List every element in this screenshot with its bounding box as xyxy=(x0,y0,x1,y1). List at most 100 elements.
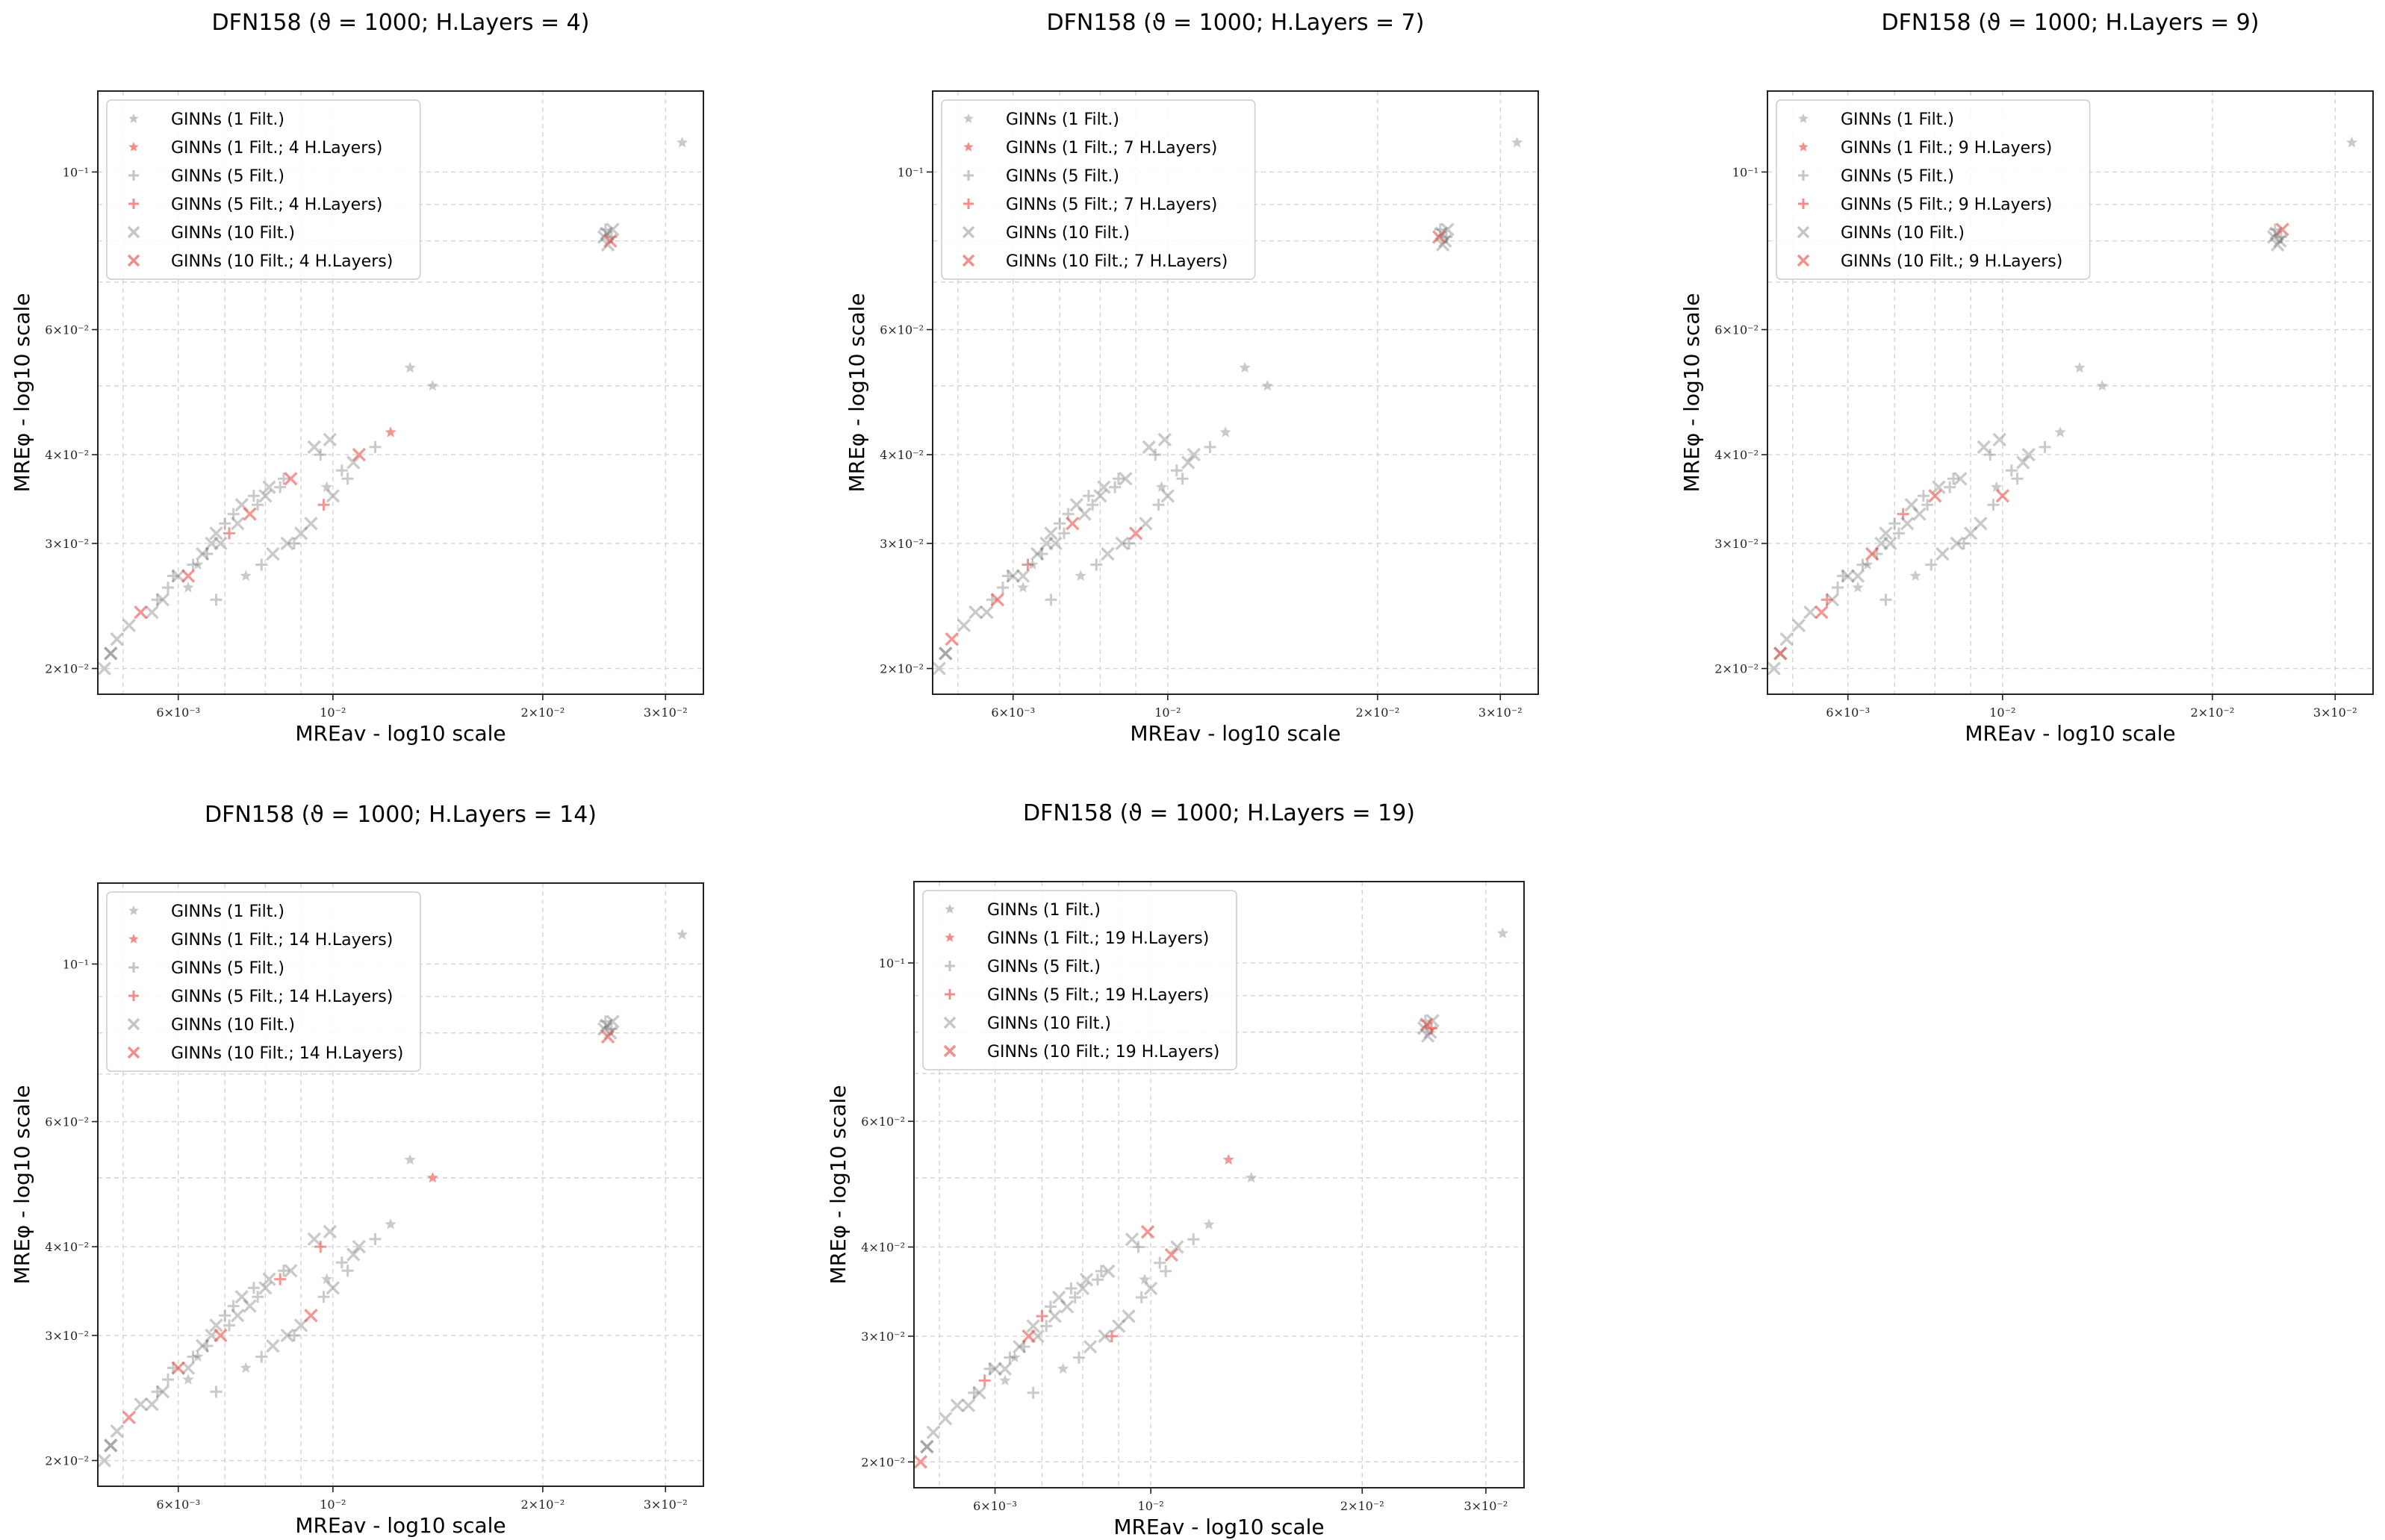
x-tick-label: 3×10⁻² xyxy=(2313,705,2357,720)
x-axis-label: MREav - log10 scale xyxy=(1130,721,1340,746)
data-point xyxy=(1904,498,1918,512)
legend-entry: GINNs (1 Filt.; 4 H.Layers) xyxy=(171,139,382,158)
data-point xyxy=(192,1350,204,1362)
data-point xyxy=(926,1425,941,1439)
legend-entry: GINNs (10 Filt.; 14 H.Layers) xyxy=(171,1044,403,1063)
highlighted-point xyxy=(171,1361,185,1375)
axes-frame xyxy=(97,882,704,1487)
y-tick-label: 4×10⁻² xyxy=(861,1241,905,1255)
data-point xyxy=(346,1247,361,1262)
data-point xyxy=(2269,226,2283,240)
data-point xyxy=(1123,537,1136,549)
highlighted-point xyxy=(600,1029,615,1044)
legend-marker xyxy=(127,1017,140,1031)
legend-entry: GINNs (5 Filt.; 9 H.Layers) xyxy=(1841,196,2052,214)
data-point xyxy=(980,605,994,620)
legend-entry: GINNs (5 Filt.) xyxy=(171,167,284,186)
y-axis-label: MREφ - log10 scale xyxy=(845,293,869,492)
highlighted-point xyxy=(1425,1022,1438,1035)
data-point xyxy=(2346,137,2358,148)
data-point xyxy=(1435,237,1450,252)
data-point xyxy=(599,1015,612,1028)
data-point xyxy=(201,1339,214,1352)
subplot-4: 6×10⁻³ 10⁻² 2×10⁻² 3×10⁻² 2×10⁻² 3×10⁻² 4×10⁻²… xyxy=(10,802,704,1538)
data-point xyxy=(1204,440,1216,453)
data-point xyxy=(1082,490,1095,502)
legend-entry: GINNs (1 Filt.) xyxy=(987,901,1101,920)
highlighted-point xyxy=(1431,230,1446,244)
data-point xyxy=(326,1281,341,1295)
x-axis-label: MREav - log10 scale xyxy=(295,1513,506,1538)
legend-entry: GINNs (5 Filt.) xyxy=(987,958,1101,976)
legend-entry: GINNs (1 Filt.) xyxy=(171,110,284,129)
y-tick-label: 2×10⁻² xyxy=(1714,662,1759,676)
data-point xyxy=(1779,632,1794,646)
legend-marker xyxy=(127,254,140,267)
subplot-3: 6×10⁻³ 10⁻² 2×10⁻² 3×10⁻² 2×10⁻² 3×10⁻² 4×10⁻²… xyxy=(1679,10,2374,746)
data-point xyxy=(231,517,245,531)
y-tick-label: 6×10⁻² xyxy=(1714,323,1759,337)
highlighted-point xyxy=(1164,1247,1179,1262)
legend-marker xyxy=(1798,170,1809,181)
legend-entry: GINNs (10 Filt.; 7 H.Layers) xyxy=(1006,252,1228,271)
x-tick-label: 3×10⁻² xyxy=(1478,705,1523,720)
data-point xyxy=(110,632,124,646)
data-point xyxy=(293,526,308,540)
legend-box xyxy=(922,890,1237,1070)
data-point xyxy=(288,1329,301,1341)
data-point xyxy=(1879,526,1893,540)
data-point xyxy=(304,517,318,531)
data-point xyxy=(677,929,688,940)
data-point xyxy=(1083,1339,1098,1354)
highlighted-point xyxy=(978,1374,991,1387)
data-point xyxy=(341,1265,354,1277)
data-point xyxy=(1006,569,1020,583)
data-point xyxy=(1048,536,1063,551)
highlighted-point xyxy=(223,527,235,540)
data-point xyxy=(1187,1233,1200,1246)
data-point xyxy=(1091,1274,1104,1286)
legend-entry: GINNs (5 Filt.) xyxy=(1841,167,1954,186)
data-point xyxy=(983,1362,996,1375)
data-point xyxy=(240,1362,252,1373)
data-point xyxy=(1097,480,1111,494)
legend-entry: GINNs (1 Filt.; 7 H.Layers) xyxy=(1006,139,1217,158)
data-point xyxy=(1093,489,1107,503)
data-point xyxy=(1079,1273,1094,1287)
legend-entry: GINNs (5 Filt.) xyxy=(171,959,284,978)
x-tick-label: 6×10⁻³ xyxy=(156,1497,200,1512)
data-point xyxy=(1953,472,1968,486)
data-point xyxy=(110,1424,124,1438)
data-point xyxy=(1438,234,1452,248)
data-point xyxy=(597,1022,612,1036)
legend: GINNs (1 Filt.) GINNs (1 Filt.; 4 H.Layer… xyxy=(106,99,421,280)
data-point xyxy=(1157,432,1172,447)
data-point xyxy=(1149,449,1162,461)
data-point xyxy=(1440,231,1452,243)
y-tick-label: 3×10⁻² xyxy=(861,1329,905,1344)
data-point xyxy=(933,661,946,676)
data-point xyxy=(1261,379,1273,391)
y-axis-label: MREφ - log10 scale xyxy=(1679,293,1704,492)
data-point xyxy=(1187,447,1201,462)
data-point xyxy=(1045,593,1057,606)
data-point xyxy=(1072,1351,1085,1364)
data-point xyxy=(262,480,276,494)
x-tick-label: 10⁻² xyxy=(320,1497,346,1512)
data-point xyxy=(231,1309,245,1323)
data-point xyxy=(1991,481,2003,493)
data-point xyxy=(321,481,333,493)
data-point xyxy=(2011,473,2024,485)
y-tick-label: 2×10⁻² xyxy=(880,662,924,676)
data-point xyxy=(277,473,290,485)
legend-entry: GINNs (10 Filt.; 9 H.Layers) xyxy=(1841,252,2062,271)
data-point xyxy=(1122,1309,1136,1324)
data-point xyxy=(98,661,111,676)
data-point xyxy=(266,1338,280,1353)
chart-title: DFN158 (ϑ = 1000; H.Layers = 9) xyxy=(1882,10,2260,36)
data-point xyxy=(192,558,204,570)
data-point xyxy=(1831,582,1844,594)
data-point xyxy=(939,646,953,661)
legend: GINNs (1 Filt.) GINNs (1 Filt.; 14 H.Laye… xyxy=(106,891,421,1072)
data-point xyxy=(288,537,301,549)
